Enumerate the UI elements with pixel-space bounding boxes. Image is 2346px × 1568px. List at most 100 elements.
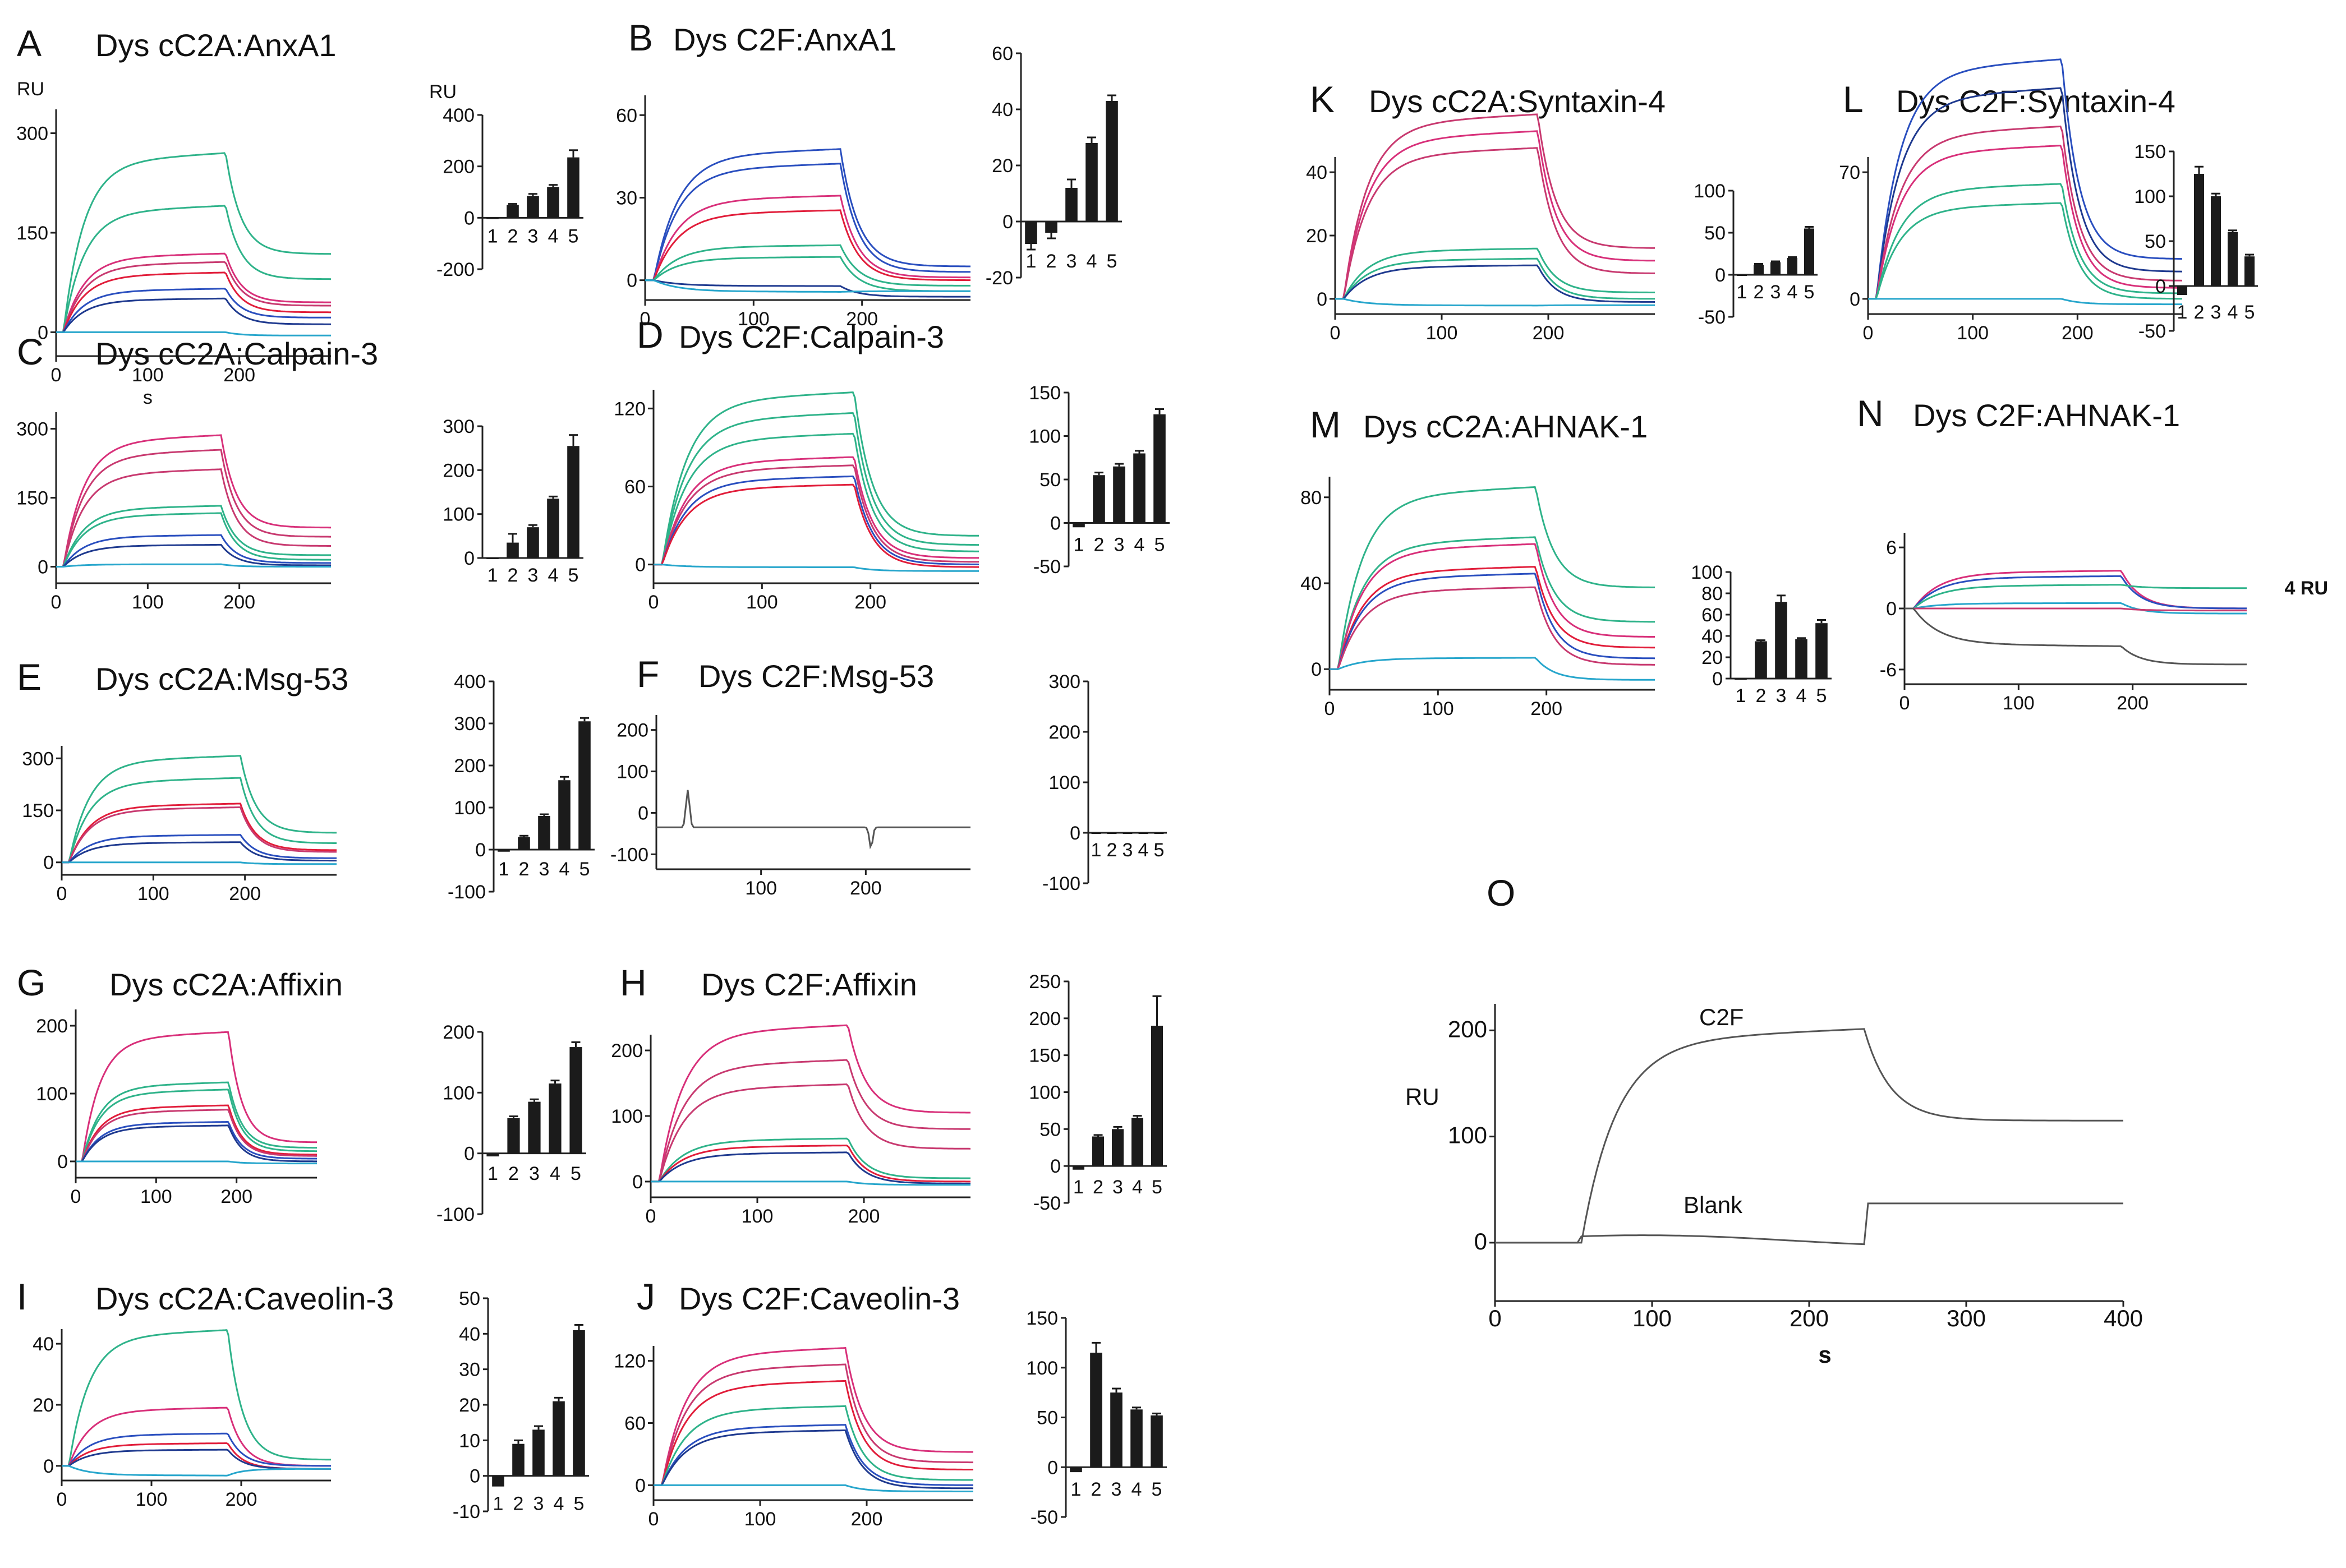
bar-category-label: 1 xyxy=(1736,685,1746,707)
bar-y-tick-label: 100 xyxy=(1029,1082,1061,1104)
x-tick-label: 100 xyxy=(1957,322,1989,344)
bar-category-label: 5 xyxy=(579,859,590,880)
x-tick-label: 100 xyxy=(136,1489,168,1510)
bar-y-tick-label: 0 xyxy=(2155,276,2166,297)
panel-G: G Dys cC2A:Affixin 0 100 200 0 100 200 -100 0 100 2… xyxy=(17,962,586,1225)
y-tick-label: 0 xyxy=(38,556,48,578)
y-tick-label: 40 xyxy=(1300,573,1322,594)
y-tick-label: 70 xyxy=(1839,162,1860,183)
bar-y-tick-label: 400 xyxy=(454,671,486,693)
panel-title: Dys cC2A:Calpain-3 xyxy=(95,336,378,371)
y-tick-label: 200 xyxy=(36,1016,68,1037)
curve-conc-2b xyxy=(1868,202,2182,300)
panel-title: Dys C2F:AnxA1 xyxy=(673,22,896,57)
bar-category-label: 4 xyxy=(1796,685,1807,707)
bar-category-label: 2 xyxy=(508,226,518,247)
y-tick-label: -6 xyxy=(1880,660,1897,681)
curve-conc-3 xyxy=(76,1104,318,1163)
bar-category-label: 5 xyxy=(1804,282,1815,303)
bar xyxy=(1113,466,1125,523)
x-tick-label: 200 xyxy=(220,1186,252,1207)
panel-title: Dys C2F:Affixin xyxy=(701,967,917,1002)
y-tick-label: 200 xyxy=(1448,1016,1487,1042)
bar-y-tick-label: 0 xyxy=(1070,823,1080,844)
bar xyxy=(547,187,559,218)
bar xyxy=(1755,641,1767,679)
bar-y-tick-label: 50 xyxy=(1039,1119,1061,1140)
bar xyxy=(1110,1392,1123,1468)
x-tick-label: 0 xyxy=(1330,322,1341,344)
x-tick-label: 200 xyxy=(846,308,878,330)
curve-blank xyxy=(62,861,337,865)
curve-conc-2 xyxy=(645,244,970,287)
curve-conc-3b xyxy=(56,261,331,333)
x-tick-label: 0 xyxy=(57,1489,67,1510)
bar xyxy=(1138,833,1148,834)
curve-blank xyxy=(654,1484,973,1492)
y-tick-label: 300 xyxy=(16,123,48,145)
bar xyxy=(1151,1026,1163,1166)
bar-y-tick-label: 0 xyxy=(1050,1156,1061,1177)
y-axis-label: RU xyxy=(1405,1083,1439,1110)
bar xyxy=(2244,256,2255,286)
panel-title: Dys cC2A:AHNAK-1 xyxy=(1363,409,1648,444)
curve-conc-3b xyxy=(76,1109,317,1163)
bar xyxy=(532,1429,545,1476)
x-tick-label: 100 xyxy=(746,592,778,613)
series-label-c2f: C2F xyxy=(1699,1004,1744,1030)
bar xyxy=(1735,679,1747,680)
bar-chart-C: 0 100 200 300 1 2 3 4 5 xyxy=(443,416,583,586)
bar xyxy=(2177,286,2187,295)
bar-y-tick-label: 0 xyxy=(464,548,475,569)
bar-category-label: 1 xyxy=(1071,1479,1082,1500)
bar-category-label: 5 xyxy=(568,565,579,586)
panel-F: F Dys C2F:Msg-53 -100 0 100 200 100 200 -100 0 100… xyxy=(610,653,1167,899)
x-tick-label: 200 xyxy=(223,592,255,613)
bar xyxy=(507,542,519,558)
bar-category-label: 3 xyxy=(1112,1177,1123,1198)
bar-category-label: 2 xyxy=(1093,1177,1103,1198)
x-tick-label: 0 xyxy=(51,592,62,613)
curve-conc-4 xyxy=(76,1081,317,1163)
curve-blank xyxy=(56,331,331,336)
panel-E: E Dys cC2A:Msg-53 0 150 300 0 100 200 -100 0 100 20… xyxy=(17,656,595,905)
bar-category-label: 1 xyxy=(499,859,509,880)
x-tick-label: 0 xyxy=(1488,1305,1501,1331)
panel-letter: C xyxy=(17,331,44,372)
bar-category-label: 5 xyxy=(2244,302,2255,323)
panel-A: A Dys cC2A:AnxA1 0 150 300 0 100 200 RU s -200 0 200… xyxy=(16,22,583,408)
bar-category-label: 1 xyxy=(487,226,498,247)
bar-y-tick-label: 20 xyxy=(459,1395,480,1416)
bar xyxy=(1093,475,1105,523)
panel-B: B Dys C2F:AnxA1 0 30 60 0 100 200 -20 0 20 40 60 1 2 3 4… xyxy=(616,17,1122,330)
bar-category-label: 5 xyxy=(1152,1177,1162,1198)
bar-category-label: 2 xyxy=(2194,302,2205,323)
bar-y-tick-label: 400 xyxy=(443,105,475,126)
y-tick-label: 20 xyxy=(1306,225,1327,247)
bar-category-label: 3 xyxy=(533,1493,544,1515)
bar-category-label: 3 xyxy=(1776,685,1787,707)
x-tick-label: 100 xyxy=(1632,1305,1672,1331)
curve-blank xyxy=(1495,1202,2123,1246)
bar-y-tick-label: -50 xyxy=(2138,321,2166,342)
panel-letter: I xyxy=(17,1276,27,1317)
y-tick-label: 0 xyxy=(1474,1228,1487,1255)
curve-blank xyxy=(1330,657,1655,681)
bar-y-tick-label: 0 xyxy=(1712,668,1723,690)
curve-conc-3 xyxy=(56,252,331,333)
panel-letter: J xyxy=(637,1276,655,1317)
x-tick-label: 0 xyxy=(646,1206,656,1227)
x-tick-label: 0 xyxy=(57,883,67,905)
bar xyxy=(2211,196,2221,286)
panel-letter: H xyxy=(620,962,647,1003)
bar-y-tick-label: 100 xyxy=(454,797,486,819)
scale-note: 4 RU xyxy=(2285,578,2328,599)
bar-category-label: 4 xyxy=(548,565,559,586)
bar-category-label: 4 xyxy=(1131,1479,1142,1500)
bar-y-tick-label: 100 xyxy=(1029,426,1061,448)
y-tick-label: 150 xyxy=(16,223,48,244)
curve-c2f xyxy=(1495,1028,2123,1244)
bar-y-tick-label: 40 xyxy=(459,1323,480,1345)
bar-y-tick-label: 0 xyxy=(1715,265,1726,286)
